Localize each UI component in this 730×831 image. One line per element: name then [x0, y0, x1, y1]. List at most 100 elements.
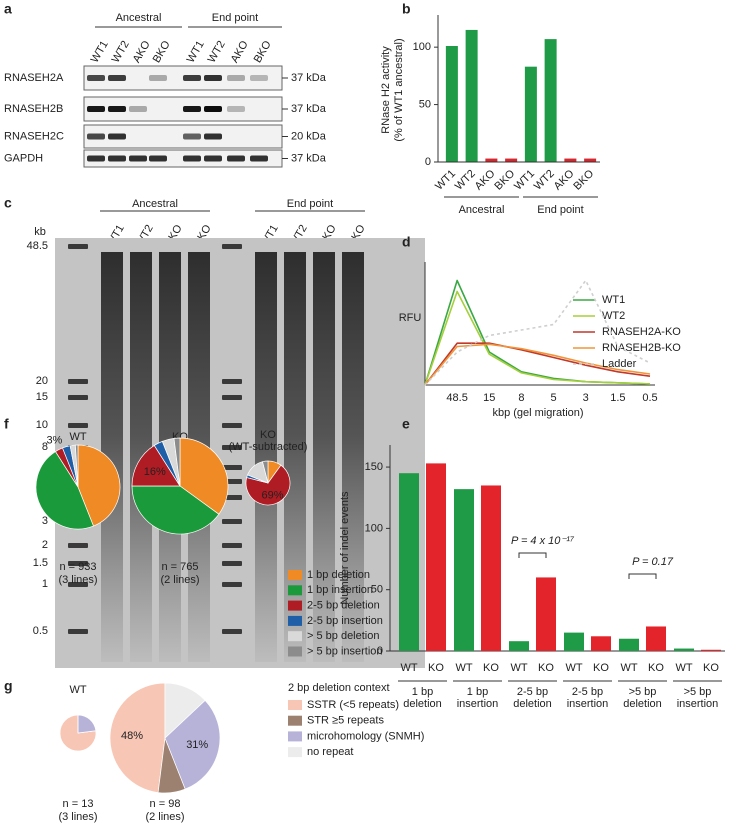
ladder-band	[68, 629, 88, 634]
pie-slice	[74, 444, 79, 488]
row-label: RNASEH2B	[4, 103, 63, 115]
x-tick-label: KO	[538, 662, 554, 674]
lane-label: WT1	[89, 39, 111, 65]
bar	[564, 158, 577, 162]
x-tick-label: WT	[565, 662, 582, 674]
legend-label: 1 bp insertion	[307, 584, 373, 596]
x-tick-label: 8	[518, 392, 524, 404]
value-label: 16%	[144, 466, 166, 478]
x-tick-label: 5	[551, 392, 557, 404]
ladder-band	[222, 629, 242, 634]
gel-lane	[130, 252, 152, 662]
x-tick-label: 3	[583, 392, 589, 404]
y-axis-label: RNase H2 activity	[380, 46, 392, 134]
pie-title: WT	[69, 684, 86, 696]
x-tick-label: WT2	[532, 168, 557, 193]
legend-label: > 5 bp insertion	[307, 645, 383, 657]
ladder-band	[222, 395, 242, 400]
band	[183, 75, 201, 81]
y-axis-label: Number of indel events	[339, 491, 351, 605]
group-label: deletion	[623, 698, 662, 710]
value-label: 48%	[121, 730, 143, 742]
row-label: RNASEH2A	[4, 72, 64, 84]
x-tick-label: KO	[428, 662, 444, 674]
pie-slice	[173, 437, 181, 487]
bar	[591, 636, 611, 651]
group-label: End point	[287, 198, 333, 210]
legend-label: no repeat	[307, 746, 353, 758]
pie-slice	[245, 464, 291, 506]
ladder-label: 15	[36, 391, 48, 403]
ladder-band	[222, 379, 242, 384]
ladder-label: 1	[42, 578, 48, 590]
y-tick-label: 0	[377, 645, 383, 657]
lane-label: AKO	[131, 38, 153, 65]
band	[183, 133, 201, 140]
series-line	[424, 342, 651, 386]
legend-swatch	[288, 570, 302, 580]
pie-slice	[109, 682, 166, 793]
gel-lane	[101, 252, 123, 662]
panel-label: a	[4, 1, 12, 17]
lane-label: BKO	[151, 38, 173, 65]
size-label: 37 kDa	[291, 152, 327, 164]
ladder-label: 1.5	[33, 557, 48, 569]
pie-slice	[35, 451, 94, 530]
value-label: 31%	[186, 739, 208, 751]
legend-label: WT1	[602, 294, 625, 306]
group-label: >5 bp	[684, 686, 712, 698]
ladder-band	[68, 543, 88, 548]
bar	[544, 39, 557, 162]
bar	[399, 473, 419, 651]
pie-slice	[131, 485, 220, 535]
pie-slice	[164, 699, 221, 790]
panel-label: g	[4, 678, 13, 694]
ladder-label: 20	[36, 375, 48, 387]
group-label: insertion	[677, 698, 719, 710]
bar	[674, 648, 694, 651]
ladder-label: 48.5	[27, 240, 48, 252]
x-tick-label: AKO	[473, 167, 498, 192]
lane-label: WT2	[110, 39, 132, 65]
bar	[426, 463, 446, 651]
legend-swatch	[288, 731, 302, 742]
group-label: deletion	[403, 698, 442, 710]
pie-slice	[179, 437, 229, 515]
band	[227, 75, 245, 81]
bar	[564, 632, 584, 651]
row-label: GAPDH	[4, 152, 43, 164]
unit-label: kb	[34, 226, 46, 238]
bar	[465, 29, 478, 162]
legend-swatch	[288, 615, 302, 626]
ladder-band	[222, 423, 242, 428]
pie-note: (3 lines)	[58, 811, 97, 823]
legend-label: Ladder	[602, 358, 637, 370]
ladder-band	[222, 244, 242, 249]
band	[129, 155, 147, 162]
band	[87, 155, 105, 162]
bar	[524, 66, 537, 162]
bar	[646, 626, 666, 651]
x-axis-label: kbp (gel migration)	[492, 407, 583, 419]
band	[183, 155, 201, 162]
group-label: insertion	[567, 698, 609, 710]
band	[227, 155, 245, 162]
ladder-label: 2	[42, 539, 48, 551]
gel-lane	[342, 252, 364, 662]
band	[204, 106, 222, 112]
ladder-label: 0.5	[33, 625, 48, 637]
ladder-band	[68, 423, 88, 428]
legend-swatch	[288, 600, 302, 611]
bar	[505, 158, 518, 162]
legend-title: 2 bp deletion context	[288, 682, 390, 694]
lane-label: WT1	[185, 39, 207, 65]
gel-lane	[313, 252, 335, 662]
pie-title: WT	[69, 431, 86, 443]
y-axis-label: RFU	[399, 312, 422, 324]
y-tick-label: 150	[365, 461, 383, 473]
band	[149, 75, 167, 81]
y-tick-label: 100	[365, 522, 383, 534]
band	[204, 155, 222, 162]
pie-note: n = 933	[59, 561, 96, 573]
band	[108, 75, 126, 81]
